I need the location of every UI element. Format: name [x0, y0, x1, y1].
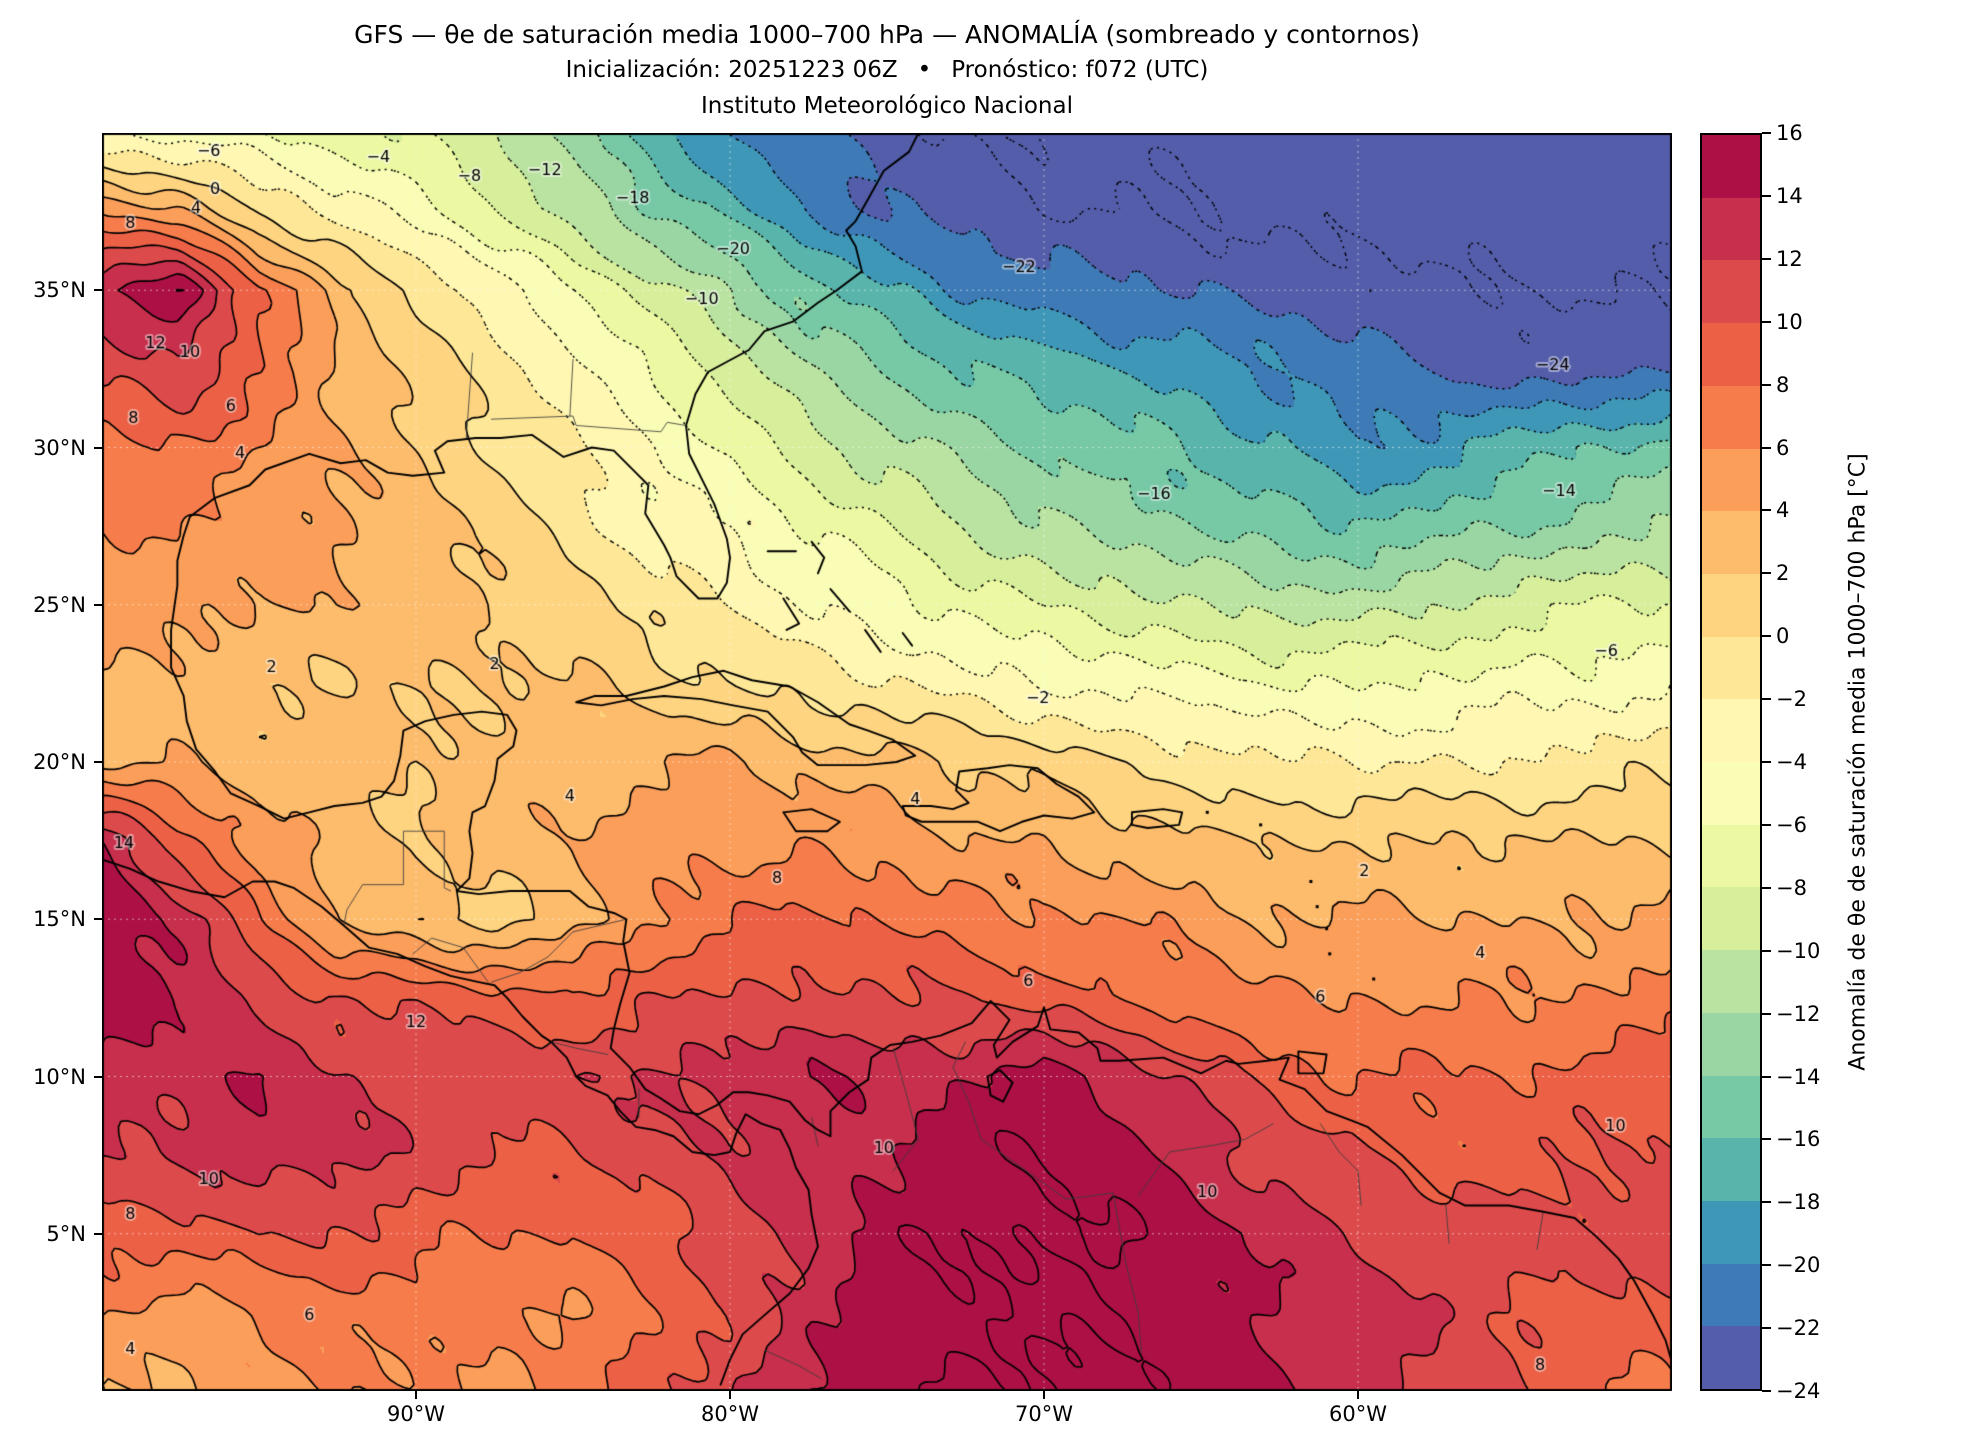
colorbar-tick-mark — [1762, 1012, 1771, 1015]
colorbar-tick-mark — [1762, 698, 1771, 701]
colorbar-segment — [1702, 260, 1760, 324]
colorbar-tick-mark — [1762, 320, 1771, 323]
colorbar-tick-mark — [1762, 1201, 1771, 1204]
colorbar-label: Anomalía de θe de saturación media 1000–… — [1845, 453, 1871, 1071]
colorbar-tick-mark — [1762, 1075, 1771, 1078]
lon-tick-label: 60°W — [1329, 1402, 1387, 1426]
colorbar-tick-mark — [1762, 1390, 1771, 1392]
lat-tick-label: 25°N — [33, 592, 86, 617]
colorbar-tick-label: −8 — [1776, 875, 1807, 900]
colorbar-segment — [1702, 1326, 1760, 1390]
colorbar-segment — [1702, 135, 1760, 198]
colorbar-segment — [1702, 762, 1760, 825]
colorbar-tick-mark — [1762, 1327, 1771, 1330]
lat-tick-label: 30°N — [33, 435, 86, 460]
colorbar-segment — [1702, 197, 1760, 261]
colorbar-tick-mark — [1762, 635, 1771, 638]
lon-tick-label: 90°W — [387, 1402, 445, 1426]
lon-tick-label: 80°W — [701, 1402, 759, 1426]
colorbar-tick-label: −22 — [1776, 1316, 1821, 1341]
colorbar-tick-mark — [1762, 132, 1771, 134]
colorbar-tick-mark — [1762, 1264, 1771, 1267]
colorbar-segment — [1702, 887, 1760, 951]
lat-tick-label: 15°N — [33, 907, 86, 932]
colorbar-tick-label: −12 — [1776, 1001, 1821, 1026]
colorbar-tick-label: −4 — [1776, 750, 1807, 774]
lat-tick-mark — [94, 1075, 102, 1078]
colorbar-tick-mark — [1762, 194, 1771, 197]
colorbar-tick-label: −16 — [1776, 1127, 1821, 1152]
lat-tick-mark — [94, 289, 102, 292]
colorbar-segment — [1702, 448, 1760, 512]
colorbar-tick-mark — [1762, 257, 1771, 260]
colorbar — [1700, 133, 1762, 1391]
colorbar-segment — [1702, 1263, 1760, 1327]
colorbar-segment — [1702, 1012, 1760, 1076]
lon-tick-mark — [1357, 1391, 1359, 1399]
lon-tick-mark — [1043, 1391, 1045, 1399]
colorbar-tick-mark — [1762, 949, 1771, 952]
colorbar-tick-label: −10 — [1776, 938, 1821, 963]
colorbar-segment — [1702, 824, 1760, 888]
colorbar-tick-label: 0 — [1776, 624, 1790, 649]
colorbar-tick-mark — [1762, 761, 1771, 763]
colorbar-segment — [1702, 950, 1760, 1013]
colorbar-tick-mark — [1762, 509, 1771, 512]
colorbar-segment — [1702, 385, 1760, 449]
colorbar-segment — [1702, 323, 1760, 386]
lon-tick-mark — [729, 1391, 731, 1399]
colorbar-tick-mark — [1762, 446, 1771, 449]
colorbar-segment — [1702, 699, 1760, 763]
colorbar-tick-label: 14 — [1776, 183, 1803, 208]
colorbar-segment — [1702, 511, 1760, 574]
lat-tick-label: 20°N — [33, 750, 86, 774]
colorbar-tick-label: −14 — [1776, 1064, 1821, 1089]
chart-subtitle: Inicialización: 20251223 06Z • Pronóstico:… — [102, 57, 1672, 83]
colorbar-tick-mark — [1762, 572, 1771, 575]
colorbar-segment — [1702, 573, 1760, 637]
colorbar-tick-label: 6 — [1776, 435, 1790, 460]
lat-tick-label: 35°N — [33, 278, 86, 303]
colorbar-tick-label: 4 — [1776, 498, 1790, 523]
colorbar-tick-label: −24 — [1776, 1379, 1821, 1403]
lon-tick-label: 70°W — [1015, 1402, 1073, 1426]
chart-title: GFS — θe de saturación media 1000–700 hP… — [354, 20, 1420, 49]
colorbar-tick-mark — [1762, 823, 1771, 826]
colorbar-tick-label: 16 — [1776, 121, 1803, 145]
colorbar-tick-label: 12 — [1776, 246, 1803, 271]
lat-tick-mark — [94, 918, 102, 921]
colorbar-tick-label: 8 — [1776, 372, 1790, 397]
colorbar-tick-mark — [1762, 886, 1771, 889]
colorbar-tick-mark — [1762, 383, 1771, 386]
colorbar-segment — [1702, 1075, 1760, 1139]
forecast-label: Pronóstico: f072 (UTC) — [951, 57, 1209, 83]
lat-tick-mark — [94, 603, 102, 606]
colorbar-tick-label: −18 — [1776, 1190, 1821, 1215]
bullet-separator: • — [917, 57, 932, 83]
colorbar-tick-label: −6 — [1776, 812, 1807, 837]
lat-tick-mark — [94, 761, 102, 763]
colorbar-tick-label: 2 — [1776, 561, 1790, 586]
lat-tick-label: 5°N — [46, 1221, 86, 1246]
colorbar-tick-label: −2 — [1776, 687, 1807, 712]
colorbar-segment — [1702, 636, 1760, 700]
lat-tick-mark — [94, 1232, 102, 1235]
colorbar-tick-label: −20 — [1776, 1253, 1821, 1278]
colorbar-tick-label: 10 — [1776, 309, 1803, 334]
lat-tick-mark — [94, 446, 102, 449]
init-label: Inicialización: 20251223 06Z — [565, 57, 898, 83]
anomaly-map-canvas — [102, 133, 1672, 1391]
lat-tick-label: 10°N — [33, 1064, 86, 1089]
colorbar-segment — [1702, 1138, 1760, 1201]
lon-tick-mark — [415, 1391, 417, 1399]
institution-label: Instituto Meteorológico Nacional — [701, 93, 1073, 119]
colorbar-segment — [1702, 1200, 1760, 1264]
colorbar-tick-mark — [1762, 1138, 1771, 1141]
